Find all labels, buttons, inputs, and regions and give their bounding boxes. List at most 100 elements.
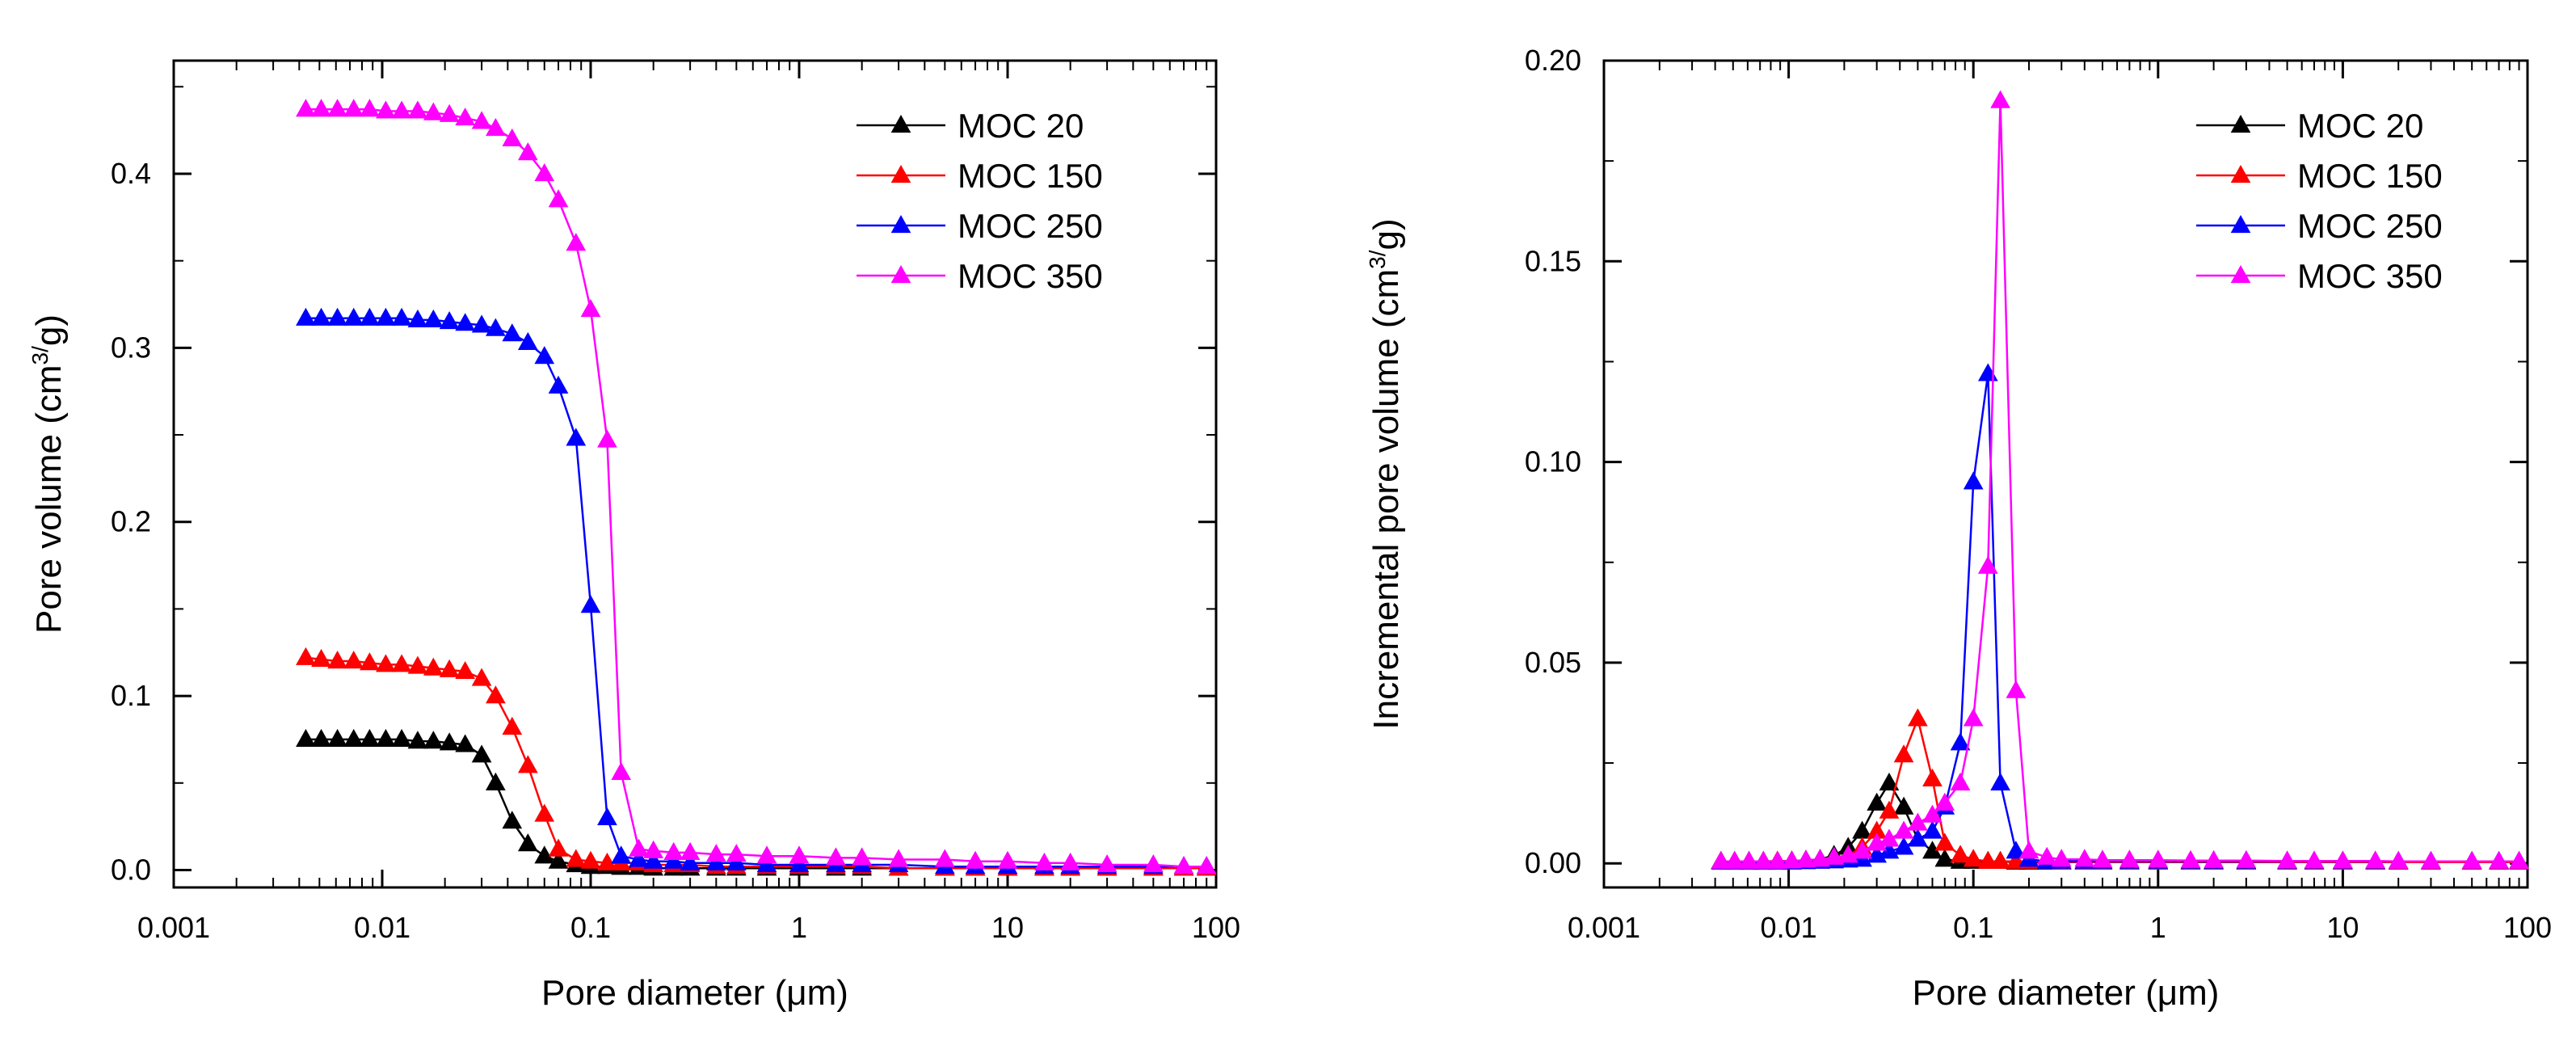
data-point-moc-150	[327, 651, 347, 669]
data-point-moc-20	[327, 728, 347, 748]
data-point-moc-350	[2365, 850, 2386, 869]
data-point-moc-250	[343, 307, 364, 326]
data-point-moc-350	[2461, 850, 2482, 869]
data-point-moc-250	[1963, 471, 1984, 490]
data-point-moc-250	[1922, 820, 1943, 839]
y-tick-label: 0.00	[1525, 846, 1581, 879]
data-point-moc-350	[2421, 850, 2441, 869]
data-point-moc-350	[455, 107, 476, 126]
data-point-moc-250	[455, 313, 476, 331]
data-point-moc-250	[1893, 837, 1914, 855]
data-point-moc-20	[407, 731, 428, 749]
y-axis-label-superscript: 3/	[27, 346, 53, 365]
data-point-moc-250	[327, 307, 347, 326]
x-tick-label: 10	[2326, 911, 2359, 944]
data-point-moc-150	[1867, 820, 1888, 839]
data-point-moc-350	[1034, 852, 1054, 870]
data-point-moc-350	[1096, 854, 1118, 873]
data-point-moc-350	[1977, 555, 1998, 574]
x-tick-label: 1	[791, 911, 807, 944]
data-point-moc-20	[502, 811, 523, 829]
data-point-moc-250	[534, 346, 555, 365]
data-point-moc-250	[597, 807, 617, 825]
data-point-moc-350	[826, 847, 846, 866]
data-point-moc-250	[439, 311, 460, 330]
data-point-moc-350	[1990, 90, 2010, 108]
data-point-moc-150	[534, 803, 555, 822]
y-tick-label: 0.05	[1525, 646, 1581, 679]
legend-label-moc-20: MOC 20	[2297, 107, 2423, 145]
data-point-moc-350	[726, 844, 747, 862]
data-point-moc-350	[756, 845, 777, 864]
y-axis-label: Pore volume (cm3/g)	[27, 314, 69, 634]
x-tick-label: 10	[991, 911, 1024, 944]
data-point-moc-250	[423, 309, 444, 327]
data-point-moc-350	[2036, 846, 2057, 865]
data-point-moc-350	[1824, 846, 1845, 865]
data-point-moc-350	[502, 128, 523, 147]
x-tick-label: 0.01	[1761, 911, 1817, 944]
data-point-moc-250	[502, 323, 523, 342]
data-point-moc-350	[517, 142, 538, 161]
data-point-moc-250	[566, 428, 587, 446]
data-point-moc-150	[391, 654, 412, 672]
data-point-moc-150	[311, 648, 331, 667]
data-point-moc-350	[566, 233, 587, 251]
data-point-moc-150	[566, 849, 587, 867]
data-point-moc-150	[1963, 849, 1984, 867]
data-point-moc-350	[997, 850, 1018, 869]
legend-marker-moc-350	[890, 265, 911, 284]
y-axis-label-main: Incremental pore volume (cm	[1366, 269, 1406, 730]
legend-marker-moc-250	[2230, 215, 2251, 234]
plot-frame	[172, 59, 1218, 889]
data-point-moc-150	[423, 657, 444, 676]
data-point-moc-250	[471, 314, 492, 333]
data-point-moc-350	[2018, 841, 2039, 859]
data-point-moc-350	[965, 850, 986, 869]
data-point-moc-350	[1711, 850, 1732, 869]
data-point-moc-150	[1922, 768, 1943, 787]
data-point-moc-350	[1963, 708, 1984, 727]
data-point-moc-350	[2180, 849, 2201, 868]
data-point-moc-150	[343, 651, 364, 669]
x-tick-label: 0.001	[137, 911, 210, 944]
data-point-moc-150	[376, 654, 396, 672]
data-point-moc-350	[1852, 841, 1872, 859]
data-point-moc-250	[580, 595, 601, 613]
data-point-moc-350	[1908, 812, 1928, 831]
data-point-moc-350	[611, 761, 632, 780]
data-point-moc-350	[1173, 856, 1194, 875]
legend-label-moc-150: MOC 150	[958, 157, 1103, 195]
x-tick-label: 0.001	[1568, 911, 1640, 944]
data-point-moc-250	[360, 307, 380, 326]
data-point-moc-250	[311, 307, 331, 326]
data-point-moc-150	[580, 850, 601, 869]
data-point-moc-20	[471, 744, 492, 763]
data-point-moc-150	[517, 755, 538, 773]
data-point-moc-350	[1934, 792, 1955, 811]
data-point-moc-350	[423, 102, 444, 120]
data-point-moc-150	[1908, 708, 1928, 727]
data-point-moc-20	[534, 845, 555, 864]
data-point-moc-350	[663, 841, 684, 861]
data-point-moc-250	[376, 307, 396, 326]
data-point-moc-350	[597, 429, 617, 448]
data-point-moc-150	[439, 659, 460, 677]
data-point-moc-20	[548, 850, 569, 869]
y-tick-label: 0.20	[1525, 44, 1581, 77]
data-point-moc-20	[1879, 772, 1900, 790]
data-point-moc-350	[391, 100, 412, 119]
data-point-moc-150	[1879, 800, 1900, 819]
y-tick-label: 0.15	[1525, 244, 1581, 277]
y-axis-label: Incremental pore volume (cm3/g)	[1365, 218, 1406, 729]
series-moc-250	[1711, 363, 2529, 870]
data-point-moc-350	[852, 847, 873, 866]
data-point-moc-350	[1922, 804, 1943, 823]
y-tick-label: 0.4	[111, 157, 151, 190]
data-point-moc-350	[934, 849, 955, 867]
data-point-moc-350	[2051, 849, 2072, 867]
data-point-moc-350	[471, 111, 492, 129]
data-point-moc-350	[343, 99, 364, 117]
data-point-moc-350	[1893, 820, 1914, 839]
